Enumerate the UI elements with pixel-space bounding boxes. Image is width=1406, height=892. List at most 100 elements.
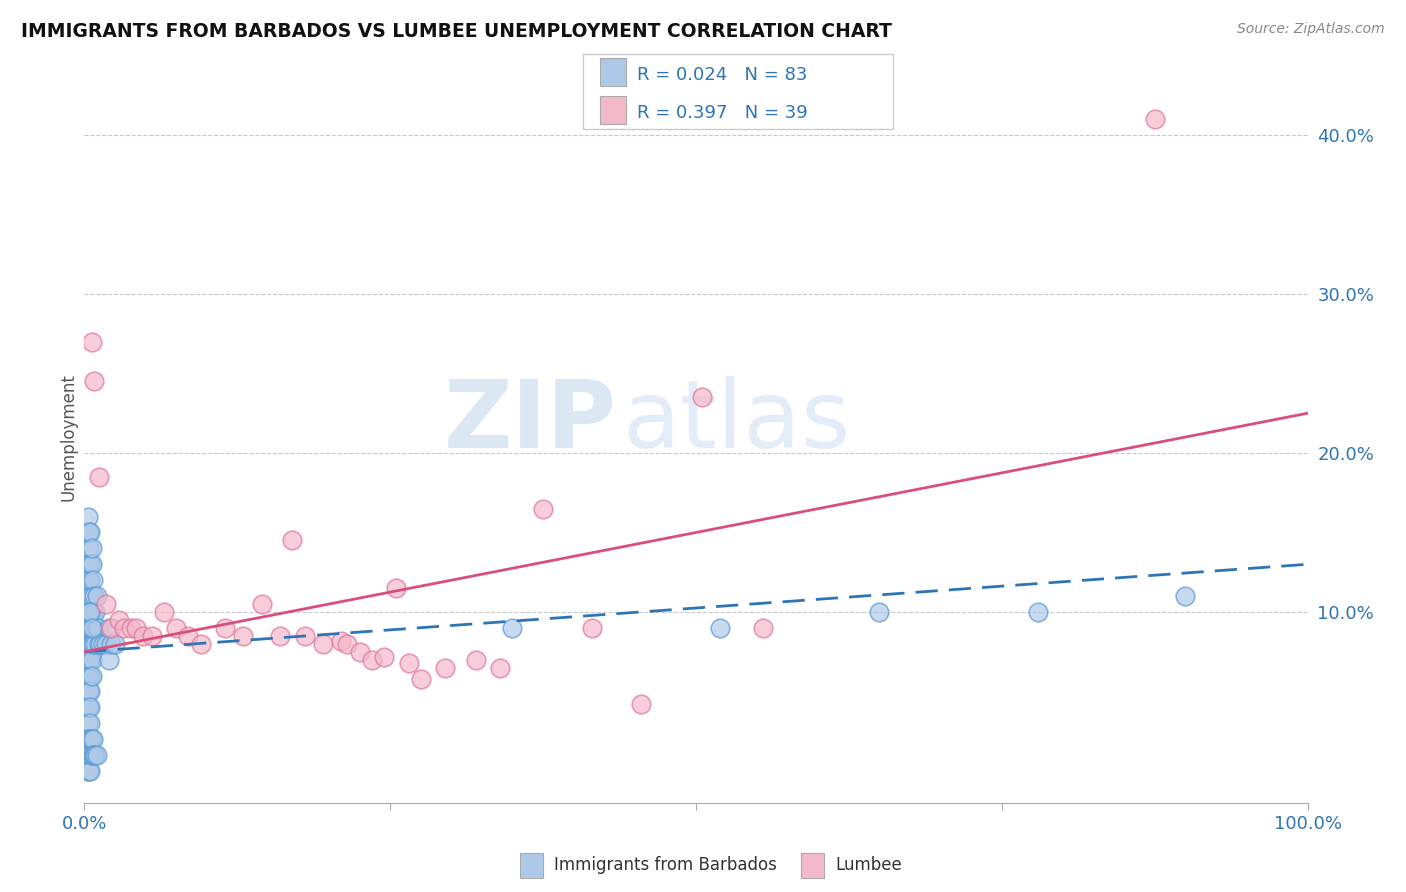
Point — [82, 605, 104, 619]
Point — [709, 621, 731, 635]
Point — [77, 509, 100, 524]
Point — [153, 605, 176, 619]
Point — [97, 653, 120, 667]
Point — [690, 390, 713, 404]
Point — [79, 605, 101, 619]
Point — [385, 581, 408, 595]
Point — [77, 605, 100, 619]
Point — [330, 633, 353, 648]
Point — [77, 700, 100, 714]
Point — [77, 653, 100, 667]
Point — [77, 748, 100, 763]
Point — [77, 637, 100, 651]
Point — [77, 525, 100, 540]
Point — [83, 621, 105, 635]
Point — [80, 589, 103, 603]
Point — [125, 621, 148, 635]
Point — [77, 732, 100, 747]
Point — [250, 597, 273, 611]
Point — [752, 621, 775, 635]
Point — [77, 573, 100, 587]
Point — [87, 637, 110, 651]
Point — [1143, 112, 1166, 126]
Point — [87, 470, 110, 484]
Point — [232, 629, 254, 643]
Point — [77, 558, 100, 572]
Point — [79, 700, 101, 714]
Point — [77, 684, 100, 698]
Point — [165, 621, 187, 635]
Text: Source: ZipAtlas.com: Source: ZipAtlas.com — [1237, 22, 1385, 37]
Point — [91, 637, 114, 651]
Text: atlas: atlas — [623, 376, 851, 468]
Point — [177, 629, 200, 643]
Point — [107, 613, 129, 627]
Point — [80, 653, 103, 667]
Point — [79, 637, 101, 651]
Point — [79, 558, 101, 572]
Point — [112, 621, 135, 635]
Point — [96, 597, 118, 611]
Point — [89, 637, 111, 651]
Point — [80, 732, 103, 747]
Point — [79, 764, 101, 778]
Point — [82, 573, 104, 587]
Point — [214, 621, 236, 635]
Point — [409, 672, 432, 686]
Point — [83, 589, 105, 603]
Point — [97, 621, 120, 635]
Point — [77, 668, 100, 682]
Point — [489, 660, 512, 674]
Point — [373, 649, 395, 664]
Point — [80, 748, 103, 763]
Point — [83, 748, 105, 763]
Point — [100, 621, 122, 635]
Point — [502, 621, 524, 635]
Point — [77, 589, 100, 603]
Point — [77, 764, 100, 778]
Point — [84, 637, 107, 651]
Point — [360, 653, 382, 667]
Point — [77, 541, 100, 556]
Point — [87, 621, 110, 635]
Y-axis label: Unemployment: Unemployment — [59, 373, 77, 501]
Point — [77, 605, 100, 619]
Point — [84, 605, 107, 619]
Point — [77, 668, 100, 682]
Point — [79, 573, 101, 587]
Text: Lumbee: Lumbee — [835, 856, 901, 874]
Point — [79, 748, 101, 763]
Point — [80, 558, 103, 572]
Point — [84, 748, 107, 763]
Point — [531, 501, 554, 516]
Point — [141, 629, 163, 643]
Point — [77, 684, 100, 698]
Point — [86, 621, 108, 635]
Point — [349, 645, 371, 659]
Point — [77, 621, 100, 635]
Point — [79, 525, 101, 540]
Point — [581, 621, 603, 635]
Point — [77, 764, 100, 778]
Point — [269, 629, 291, 643]
Point — [79, 653, 101, 667]
Point — [104, 637, 127, 651]
Point — [79, 605, 101, 619]
Point — [79, 716, 101, 731]
Point — [434, 660, 457, 674]
Point — [80, 541, 103, 556]
Point — [77, 653, 100, 667]
Point — [82, 732, 104, 747]
Point — [281, 533, 304, 548]
Point — [80, 637, 103, 651]
Point — [100, 637, 122, 651]
Point — [77, 637, 100, 651]
Text: ZIP: ZIP — [443, 376, 616, 468]
Point — [336, 637, 359, 651]
Point — [190, 637, 212, 651]
Point — [77, 732, 100, 747]
Point — [80, 621, 103, 635]
Point — [79, 621, 101, 635]
Text: R = 0.397   N = 39: R = 0.397 N = 39 — [637, 103, 807, 121]
Point — [77, 525, 100, 540]
